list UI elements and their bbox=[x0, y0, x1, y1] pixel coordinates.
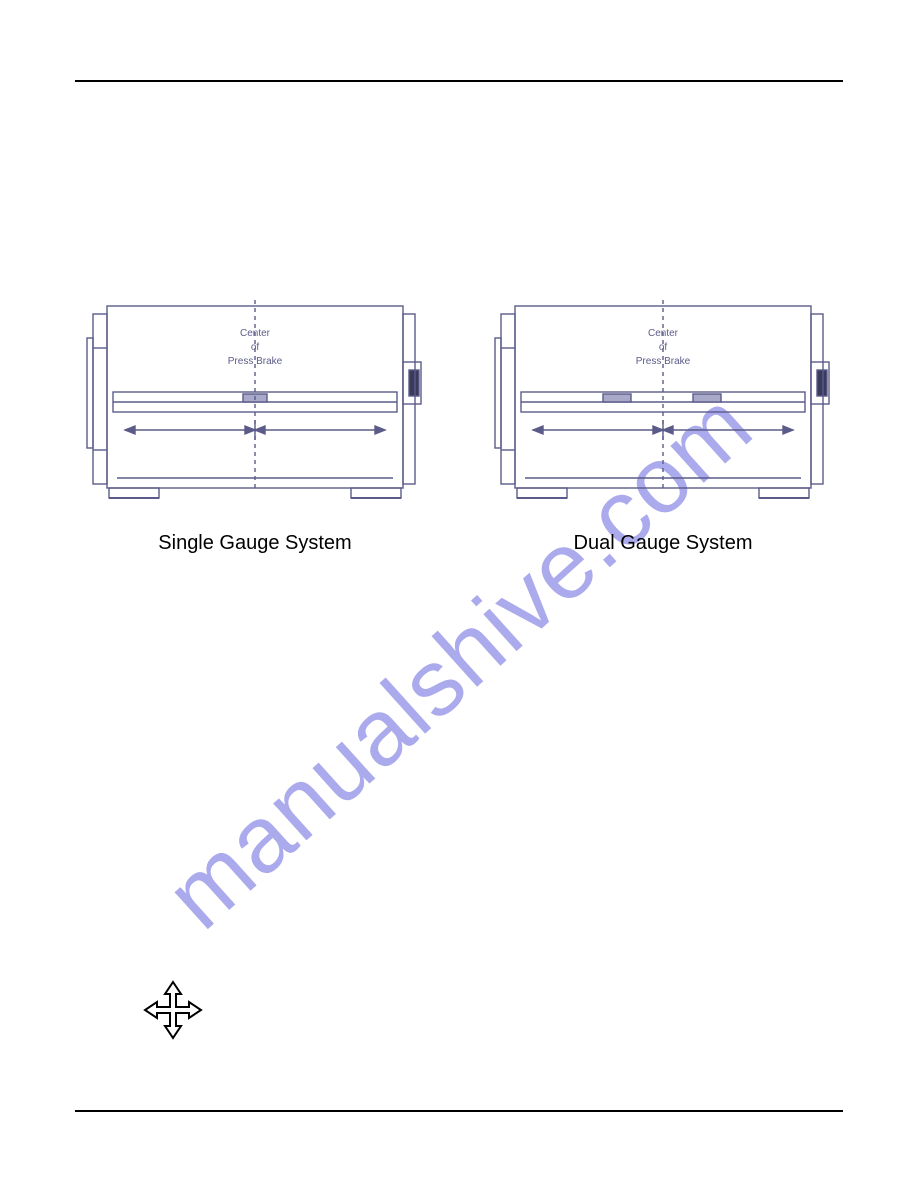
dual-gauge-diagram: Center of Press Brake bbox=[493, 300, 833, 510]
figure-single-gauge: Center of Press Brake Single Gauge Syste… bbox=[75, 300, 435, 555]
single-gauge-diagram: Center of Press Brake bbox=[85, 300, 425, 510]
caption-dual-gauge: Dual Gauge System bbox=[574, 532, 753, 555]
figure-dual-gauge: Center of Press Brake Dual Gauge System bbox=[483, 300, 843, 555]
top-horizontal-rule bbox=[75, 80, 843, 82]
center-label-l3: Press Brake bbox=[636, 356, 691, 367]
center-label-l1: Center bbox=[648, 328, 679, 339]
caption-single-gauge: Single Gauge System bbox=[158, 532, 351, 555]
page-container: manualshive.com bbox=[75, 40, 843, 1140]
move-arrows-icon bbox=[143, 980, 203, 1040]
center-label-l2: of bbox=[251, 342, 260, 353]
center-label-l1: Center bbox=[240, 328, 271, 339]
bottom-horizontal-rule bbox=[75, 1110, 843, 1112]
figures-row: Center of Press Brake Single Gauge Syste… bbox=[75, 300, 843, 555]
center-label-l3: Press Brake bbox=[228, 356, 283, 367]
center-label-l2: of bbox=[659, 342, 668, 353]
